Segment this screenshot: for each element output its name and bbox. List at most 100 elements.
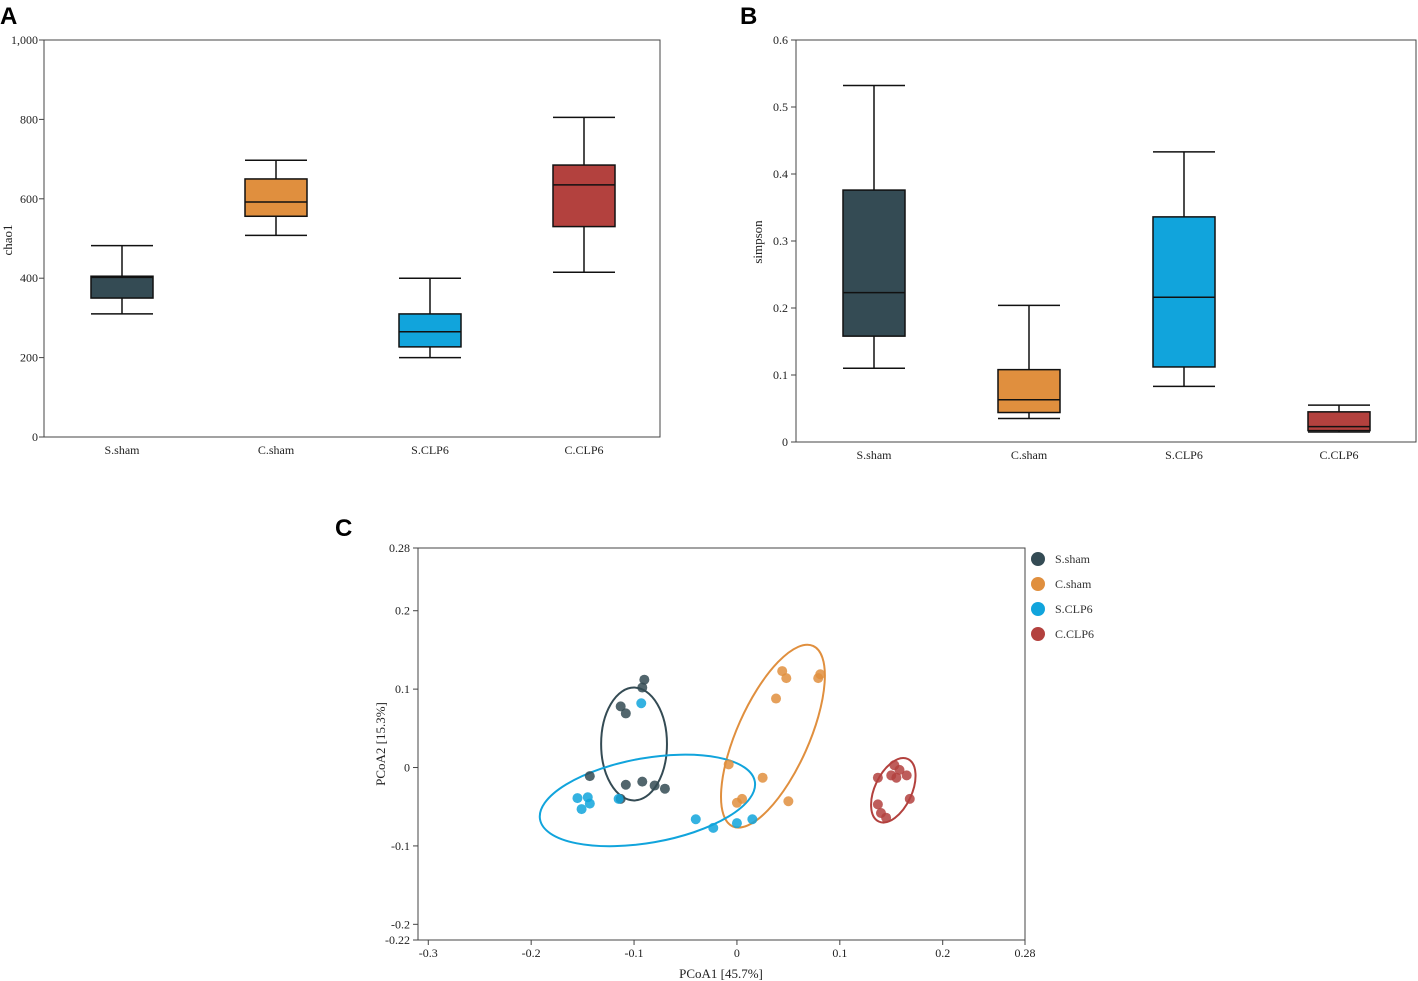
box-body <box>398 313 462 348</box>
xtick-label: -0.1 <box>625 946 644 960</box>
ytick-label: 0.4 <box>773 167 788 181</box>
panel-c-ylabel: PCoA2 [15.3%] <box>373 702 388 786</box>
box-s-sham <box>90 244 154 315</box>
panel-b-yaxis: 0 0.1 0.2 0.3 0.4 0.5 0.6 <box>773 33 796 449</box>
legend-label-s-sham: S.sham <box>1055 552 1091 566</box>
ytick-label: 0 <box>782 435 788 449</box>
xtick-label: 0.2 <box>935 946 950 960</box>
box-body <box>842 189 906 337</box>
point-c-sham <box>771 693 782 704</box>
xtick-label: -0.2 <box>522 946 541 960</box>
point-s-sham <box>639 674 650 685</box>
xtick-label: 0 <box>734 946 740 960</box>
point-s-clp6 <box>690 814 701 825</box>
panel-c-legend: S.sham C.sham S.CLP6 C.CLP6 <box>1031 552 1094 641</box>
xtick-label: S.sham <box>104 443 140 457</box>
ytick-label: 0.3 <box>773 234 788 248</box>
ytick-label: 800 <box>20 112 38 126</box>
box-s-sham <box>842 84 906 370</box>
point-s-sham <box>620 708 631 719</box>
legend-label-s-clp6: S.CLP6 <box>1055 602 1093 616</box>
box-body <box>1307 411 1371 432</box>
xtick-label: S.CLP6 <box>1165 448 1203 462</box>
legend-marker-s-sham <box>1031 552 1045 566</box>
point-c-sham <box>813 673 824 684</box>
panel-a-boxplot: chao1 0 200 400 600 800 1,000 S.sham C.sham S.C… <box>0 33 661 457</box>
point-s-clp6 <box>731 818 742 829</box>
xtick-label: 0.1 <box>832 946 847 960</box>
ytick-label: 400 <box>20 271 38 285</box>
panel-b-boxplot: simpson 0 0.1 0.2 0.3 0.4 0.5 0.6 S.sham C.sham… <box>750 33 1417 462</box>
point-s-clp6 <box>584 798 595 809</box>
xtick-label: C.sham <box>1011 448 1048 462</box>
panel-b-letter: B <box>740 3 757 30</box>
ytick-label: 0.28 <box>389 541 410 555</box>
point-c-clp6 <box>872 772 883 783</box>
point-c-sham <box>723 759 734 770</box>
ytick-label: 0 <box>32 430 38 444</box>
box-body <box>1152 216 1216 368</box>
point-s-clp6 <box>708 822 719 833</box>
panel-c-xlabel: PCoA1 [45.7%] <box>679 966 763 981</box>
point-s-clp6 <box>576 804 587 815</box>
ytick-label: -0.1 <box>391 839 410 853</box>
panel-b-boxes <box>842 84 1371 433</box>
point-c-sham <box>731 797 742 808</box>
box-c-clp6 <box>1307 404 1371 433</box>
panel-a-ylabel: chao1 <box>0 224 15 255</box>
ytick-label: 0.1 <box>395 682 410 696</box>
legend-marker-s-clp6 <box>1031 602 1045 616</box>
ytick-label: 0.2 <box>395 604 410 618</box>
point-s-clp6 <box>572 793 583 804</box>
point-c-clp6 <box>901 770 912 781</box>
xtick-label: C.CLP6 <box>564 443 603 457</box>
point-s-clp6 <box>613 793 624 804</box>
point-c-clp6 <box>904 793 915 804</box>
panel-a-frame <box>43 39 661 438</box>
xtick-label: S.CLP6 <box>411 443 449 457</box>
panel-b-ylabel: simpson <box>750 220 765 264</box>
point-s-sham <box>637 776 648 787</box>
panel-a-yaxis: 0 200 400 600 800 1,000 <box>11 33 44 444</box>
legend-label-c-sham: C.sham <box>1055 577 1092 591</box>
legend-marker-c-sham <box>1031 577 1045 591</box>
point-c-clp6 <box>894 764 905 775</box>
ytick-label: 0.1 <box>773 368 788 382</box>
xtick-label: -0.3 <box>419 946 438 960</box>
ellipse-c-sham <box>720 643 826 829</box>
point-s-clp6 <box>747 814 758 825</box>
ellipse-s-sham <box>600 686 668 802</box>
panel-c-letter: C <box>335 515 352 542</box>
panel-c-yaxis: -0.22 -0.2 -0.1 0 0.1 0.2 0.28 <box>385 541 418 947</box>
box-body <box>244 178 308 218</box>
ytick-label: 200 <box>20 351 38 365</box>
point-c-sham <box>781 673 792 684</box>
panel-c-xaxis: -0.3 -0.2 -0.1 0 0.1 0.2 0.28 <box>419 940 1036 960</box>
xtick-label: C.sham <box>258 443 295 457</box>
ytick-label: 0.5 <box>773 100 788 114</box>
legend-marker-c-clp6 <box>1031 627 1045 641</box>
panel-c-frame <box>417 547 1026 941</box>
point-s-clp6 <box>636 698 647 709</box>
box-s-clp6 <box>398 277 462 359</box>
box-c-clp6 <box>552 116 616 273</box>
panel-a-xaxis: S.sham C.sham S.CLP6 C.CLP6 <box>104 443 603 457</box>
point-c-clp6 <box>881 812 892 823</box>
point-c-clp6 <box>891 772 902 783</box>
point-s-sham <box>620 779 631 790</box>
point-s-sham <box>637 682 648 693</box>
xtick-label: C.CLP6 <box>1319 448 1358 462</box>
panel-a-letter: A <box>0 3 17 30</box>
panel-c-points <box>572 666 915 833</box>
box-body <box>90 275 154 299</box>
ytick-label: 1,000 <box>11 33 38 47</box>
ytick-label: -0.2 <box>391 917 410 931</box>
ytick-label: 0 <box>404 761 410 775</box>
panel-c-ellipses <box>538 643 917 848</box>
panel-c-scatter: PCoA1 [45.7%] PCoA2 [15.3%] -0.22-0.2-0.… <box>373 541 1094 981</box>
ytick-label: 0.2 <box>773 301 788 315</box>
box-body <box>997 368 1061 414</box>
point-c-sham <box>757 772 768 783</box>
panel-b-xaxis: S.sham C.sham S.CLP6 C.CLP6 <box>856 448 1358 462</box>
